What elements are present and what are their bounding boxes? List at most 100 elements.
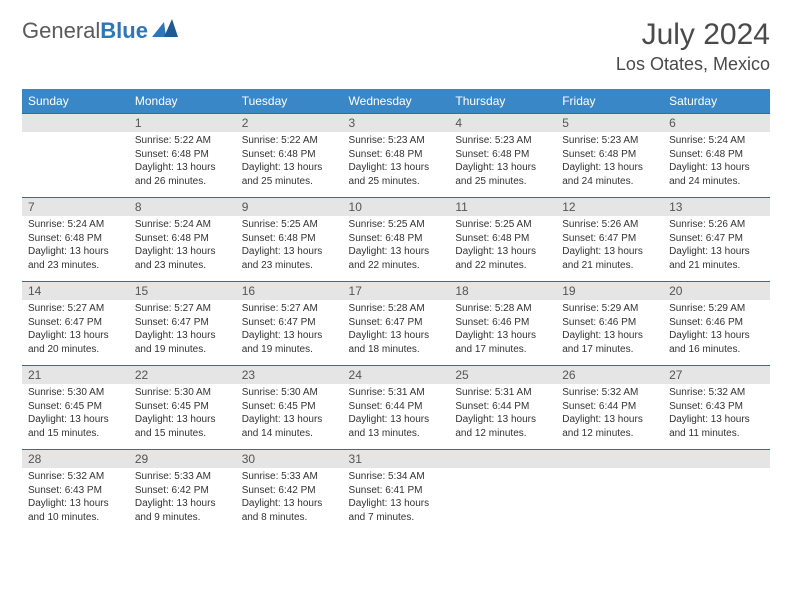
day-details: Sunrise: 5:23 AMSunset: 6:48 PMDaylight:…: [343, 132, 450, 194]
calendar-day-cell: 15Sunrise: 5:27 AMSunset: 6:47 PMDayligh…: [129, 282, 236, 366]
daylight-line: Daylight: 13 hours and 8 minutes.: [242, 497, 337, 524]
day-number: 25: [449, 366, 556, 384]
sunset-line: Sunset: 6:46 PM: [455, 316, 550, 330]
sunrise-line: Sunrise: 5:24 AM: [28, 218, 123, 232]
sunrise-line: Sunrise: 5:32 AM: [669, 386, 764, 400]
calendar-week-row: 14Sunrise: 5:27 AMSunset: 6:47 PMDayligh…: [22, 282, 770, 366]
sunrise-line: Sunrise: 5:28 AM: [455, 302, 550, 316]
day-details: Sunrise: 5:25 AMSunset: 6:48 PMDaylight:…: [449, 216, 556, 278]
daylight-line: Daylight: 13 hours and 18 minutes.: [349, 329, 444, 356]
daylight-line: Daylight: 13 hours and 21 minutes.: [669, 245, 764, 272]
sunset-line: Sunset: 6:48 PM: [669, 148, 764, 162]
calendar-table: SundayMondayTuesdayWednesdayThursdayFrid…: [22, 89, 770, 534]
day-number: 8: [129, 198, 236, 216]
calendar-day-cell: 12Sunrise: 5:26 AMSunset: 6:47 PMDayligh…: [556, 198, 663, 282]
day-details: Sunrise: 5:23 AMSunset: 6:48 PMDaylight:…: [556, 132, 663, 194]
sunset-line: Sunset: 6:48 PM: [135, 148, 230, 162]
calendar-day-cell: 25 Sunrise: 5:31 AMSunset: 6:44 PMDayligh…: [449, 366, 556, 450]
sunrise-line: Sunrise: 5:29 AM: [669, 302, 764, 316]
calendar-day-cell: 19Sunrise: 5:29 AMSunset: 6:46 PMDayligh…: [556, 282, 663, 366]
day-number: 6: [663, 114, 770, 132]
calendar-week-row: 21Sunrise: 5:30 AMSunset: 6:45 PMDayligh…: [22, 366, 770, 450]
empty-day: [663, 450, 770, 468]
daylight-line: Daylight: 13 hours and 16 minutes.: [669, 329, 764, 356]
sunset-line: Sunset: 6:48 PM: [349, 232, 444, 246]
day-number: 20: [663, 282, 770, 300]
sunrise-line: Sunrise: 5:22 AM: [242, 134, 337, 148]
calendar-day-cell: 9Sunrise: 5:25 AMSunset: 6:48 PMDaylight…: [236, 198, 343, 282]
sunset-line: Sunset: 6:47 PM: [562, 232, 657, 246]
sunrise-line: Sunrise: 5:32 AM: [28, 470, 123, 484]
calendar-day-cell: 30Sunrise: 5:33 AMSunset: 6:42 PMDayligh…: [236, 450, 343, 534]
sunset-line: Sunset: 6:41 PM: [349, 484, 444, 498]
calendar-day-cell: 14Sunrise: 5:27 AMSunset: 6:47 PMDayligh…: [22, 282, 129, 366]
calendar-day-cell: 20Sunrise: 5:29 AMSunset: 6:46 PMDayligh…: [663, 282, 770, 366]
calendar-day-cell: 28Sunrise: 5:32 AMSunset: 6:43 PMDayligh…: [22, 450, 129, 534]
sunrise-line: Sunrise: 5:34 AM: [349, 470, 444, 484]
sunset-line: Sunset: 6:47 PM: [242, 316, 337, 330]
daylight-line: Daylight: 13 hours and 25 minutes.: [455, 161, 550, 188]
sunset-line: Sunset: 6:44 PM: [349, 400, 444, 414]
weekday-header: Sunday: [22, 89, 129, 114]
sunrise-line: Sunrise: 5:33 AM: [242, 470, 337, 484]
day-details: Sunrise: 5:24 AMSunset: 6:48 PMDaylight:…: [22, 216, 129, 278]
calendar-day-cell: 2Sunrise: 5:22 AMSunset: 6:48 PMDaylight…: [236, 114, 343, 198]
logo-word-1: General: [22, 18, 100, 43]
day-number: 2: [236, 114, 343, 132]
daylight-line: Daylight: 13 hours and 22 minutes.: [455, 245, 550, 272]
daylight-line: Daylight: 13 hours and 24 minutes.: [562, 161, 657, 188]
weekday-header: Wednesday: [343, 89, 450, 114]
day-number: 15: [129, 282, 236, 300]
sunset-line: Sunset: 6:48 PM: [562, 148, 657, 162]
day-number: 14: [22, 282, 129, 300]
day-details: Sunrise: 5:30 AMSunset: 6:45 PMDaylight:…: [22, 384, 129, 446]
calendar-day-cell: 24Sunrise: 5:31 AMSunset: 6:44 PMDayligh…: [343, 366, 450, 450]
sunset-line: Sunset: 6:48 PM: [242, 148, 337, 162]
day-number: 12: [556, 198, 663, 216]
empty-day: [449, 450, 556, 468]
calendar-week-row: 28Sunrise: 5:32 AMSunset: 6:43 PMDayligh…: [22, 450, 770, 534]
calendar-day-cell: 27Sunrise: 5:32 AMSunset: 6:43 PMDayligh…: [663, 366, 770, 450]
calendar-day-cell: 6Sunrise: 5:24 AMSunset: 6:48 PMDaylight…: [663, 114, 770, 198]
title-block: July 2024 Los Otates, Mexico: [616, 18, 770, 75]
calendar-day-cell: 3Sunrise: 5:23 AMSunset: 6:48 PMDaylight…: [343, 114, 450, 198]
sunrise-line: Sunrise: 5:32 AM: [562, 386, 657, 400]
day-details: Sunrise: 5:22 AMSunset: 6:48 PMDaylight:…: [236, 132, 343, 194]
day-number: 17: [343, 282, 450, 300]
sunset-line: Sunset: 6:48 PM: [349, 148, 444, 162]
calendar-week-row: 1Sunrise: 5:22 AMSunset: 6:48 PMDaylight…: [22, 114, 770, 198]
day-number: 31: [343, 450, 450, 468]
sunrise-line: Sunrise: 5:23 AM: [455, 134, 550, 148]
calendar-day-cell: [22, 114, 129, 198]
daylight-line: Daylight: 13 hours and 14 minutes.: [242, 413, 337, 440]
sunrise-line: Sunrise: 5:23 AM: [349, 134, 444, 148]
daylight-line: Daylight: 13 hours and 17 minutes.: [455, 329, 550, 356]
sunset-line: Sunset: 6:46 PM: [562, 316, 657, 330]
daylight-line: Daylight: 13 hours and 22 minutes.: [349, 245, 444, 272]
sunset-line: Sunset: 6:44 PM: [562, 400, 657, 414]
daylight-line: Daylight: 13 hours and 12 minutes.: [562, 413, 657, 440]
calendar-day-cell: 7Sunrise: 5:24 AMSunset: 6:48 PMDaylight…: [22, 198, 129, 282]
calendar-day-cell: 8Sunrise: 5:24 AMSunset: 6:48 PMDaylight…: [129, 198, 236, 282]
location: Los Otates, Mexico: [616, 54, 770, 75]
sunrise-line: Sunrise: 5:31 AM: [455, 386, 550, 400]
calendar-day-cell: 29Sunrise: 5:33 AMSunset: 6:42 PMDayligh…: [129, 450, 236, 534]
sunset-line: Sunset: 6:45 PM: [135, 400, 230, 414]
sunset-line: Sunset: 6:48 PM: [135, 232, 230, 246]
sunset-line: Sunset: 6:44 PM: [455, 400, 550, 414]
daylight-line: Daylight: 13 hours and 15 minutes.: [135, 413, 230, 440]
logo-text: GeneralBlue: [22, 18, 148, 44]
day-details: Sunrise: 5:25 AMSunset: 6:48 PMDaylight:…: [343, 216, 450, 278]
sunrise-line: Sunrise: 5:25 AM: [242, 218, 337, 232]
logo-word-2: Blue: [100, 18, 148, 43]
sunset-line: Sunset: 6:47 PM: [669, 232, 764, 246]
day-details: Sunrise: 5:32 AMSunset: 6:44 PMDaylight:…: [556, 384, 663, 446]
daylight-line: Daylight: 13 hours and 23 minutes.: [135, 245, 230, 272]
day-details: Sunrise: 5:32 AMSunset: 6:43 PMDaylight:…: [663, 384, 770, 446]
calendar-day-cell: 13Sunrise: 5:26 AMSunset: 6:47 PMDayligh…: [663, 198, 770, 282]
daylight-line: Daylight: 13 hours and 12 minutes.: [455, 413, 550, 440]
day-details: Sunrise: 5:26 AMSunset: 6:47 PMDaylight:…: [556, 216, 663, 278]
day-details: Sunrise: 5:30 AMSunset: 6:45 PMDaylight:…: [236, 384, 343, 446]
sunrise-line: Sunrise: 5:26 AM: [562, 218, 657, 232]
sunset-line: Sunset: 6:47 PM: [135, 316, 230, 330]
